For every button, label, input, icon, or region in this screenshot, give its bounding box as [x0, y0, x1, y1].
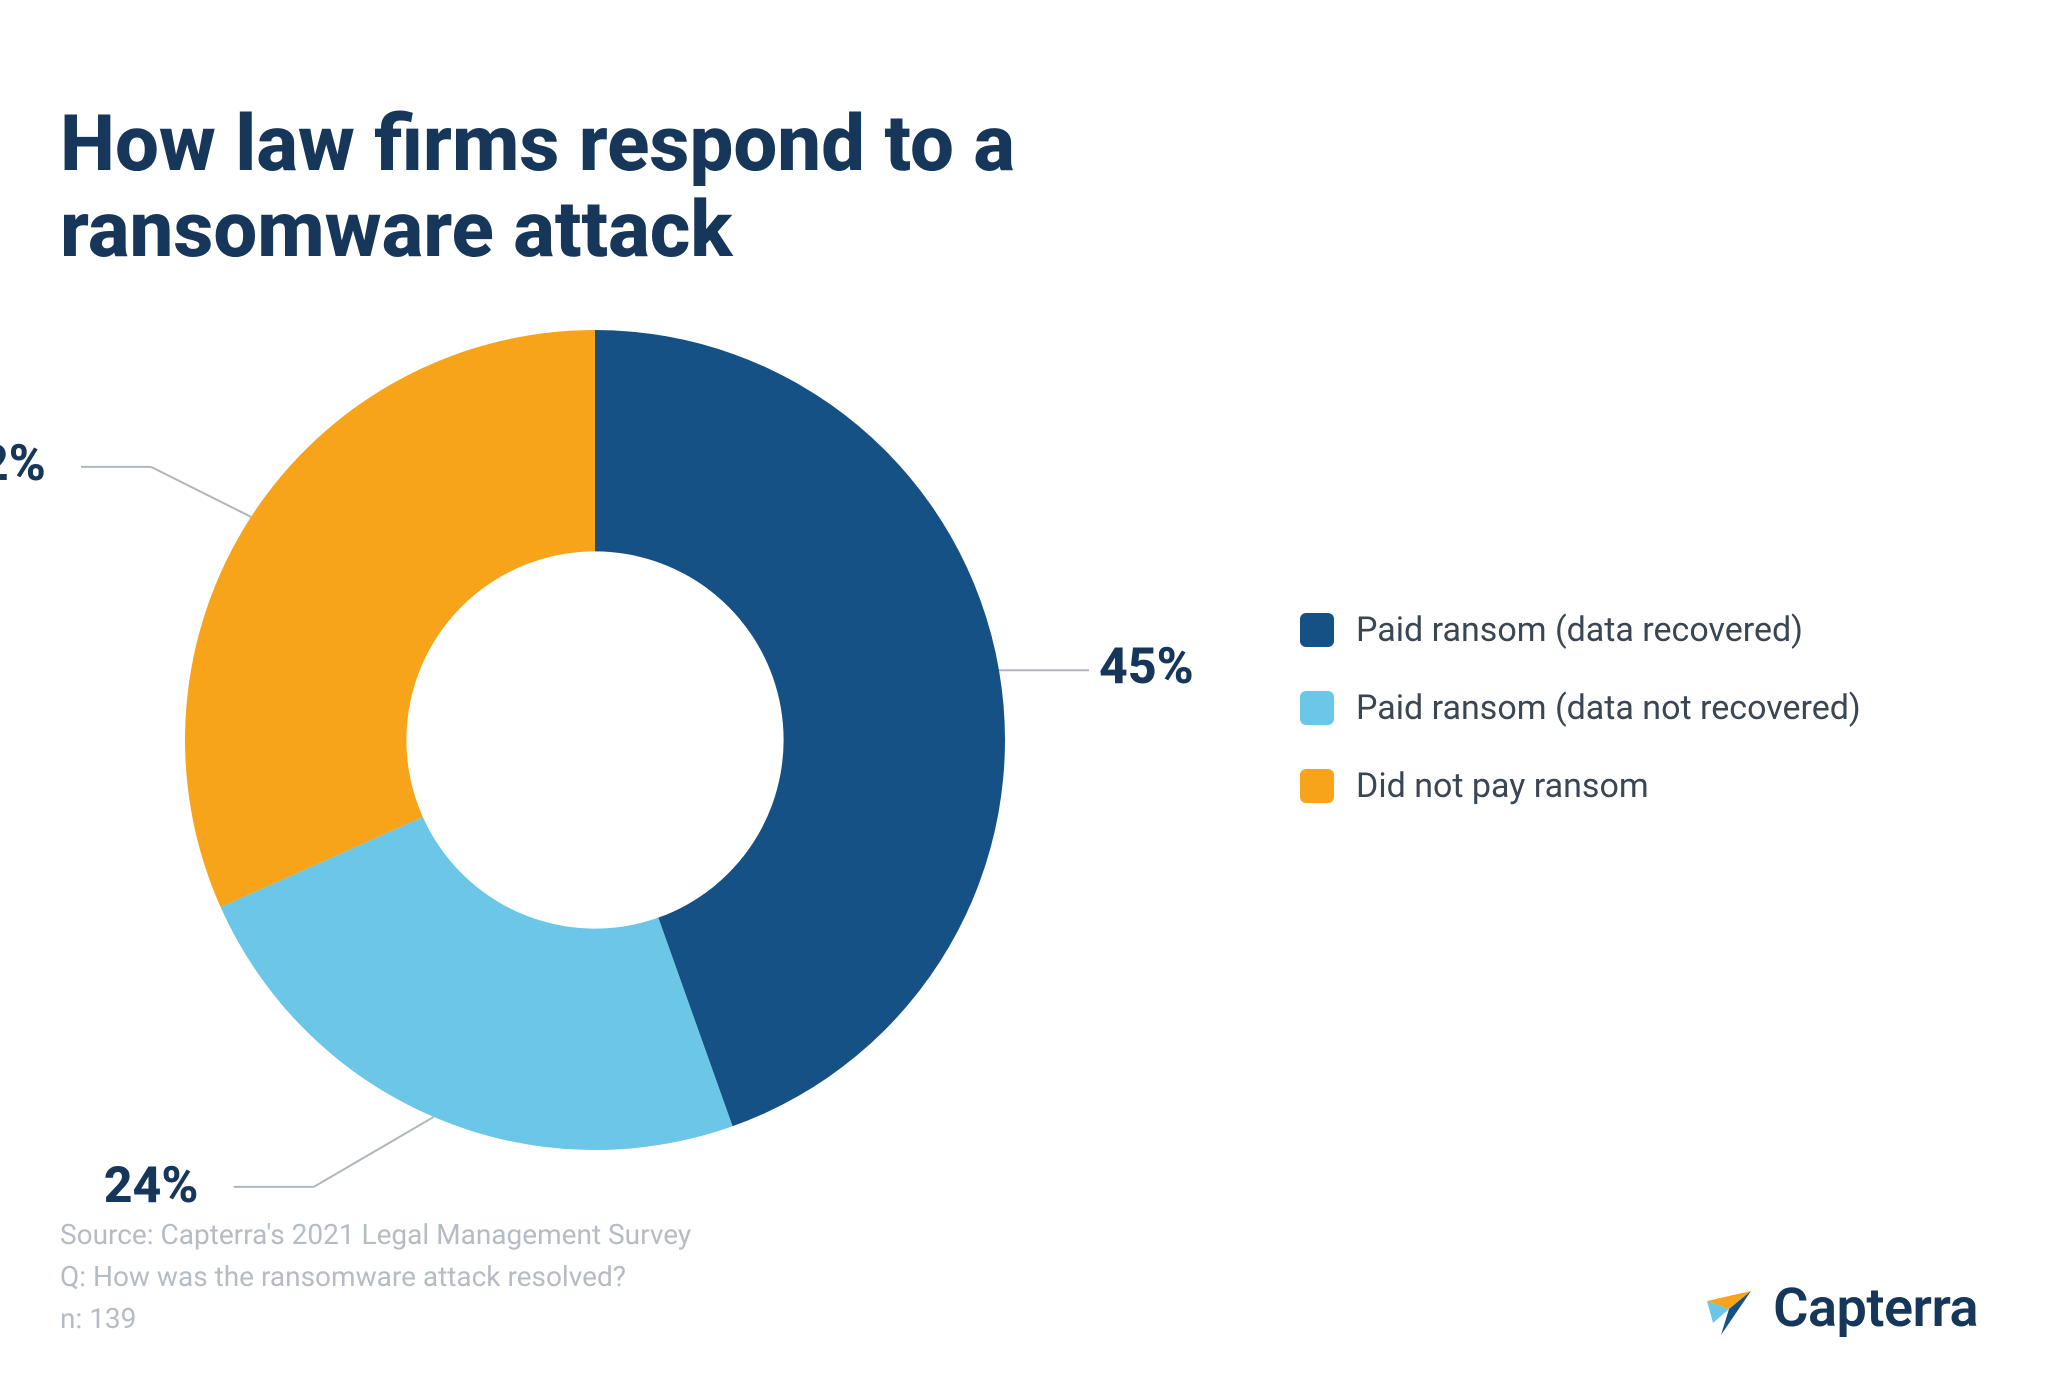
logo-mark-icon: [1699, 1279, 1759, 1339]
chart-title: How law firms respond to a ransomware at…: [60, 102, 1460, 274]
legend-label: Paid ransom (data not recovered): [1356, 688, 1861, 728]
logo-text: Capterra: [1773, 1277, 1978, 1340]
source-line-2: Q: How was the ransomware attack resolve…: [60, 1256, 691, 1298]
source-line-1: Source: Capterra's 2021 Legal Management…: [60, 1214, 691, 1256]
slice-percent-label: 32%: [0, 435, 46, 493]
legend-item: Paid ransom (data not recovered): [1300, 688, 1861, 728]
donut-slice: [185, 330, 595, 907]
brand-logo: Capterra: [1699, 1277, 1978, 1340]
donut-svg: [185, 330, 1005, 1150]
slice-percent-label: 45%: [1099, 638, 1194, 696]
legend-swatch: [1300, 691, 1334, 725]
chart-legend: Paid ransom (data recovered) Paid ransom …: [1300, 610, 1861, 806]
source-note: Source: Capterra's 2021 Legal Management…: [60, 1214, 691, 1340]
legend-swatch: [1300, 769, 1334, 803]
source-line-3: n: 139: [60, 1298, 691, 1340]
slice-percent-label: 24%: [104, 1157, 199, 1215]
legend-label: Paid ransom (data recovered): [1356, 610, 1803, 650]
legend-item: Paid ransom (data recovered): [1300, 610, 1861, 650]
donut-chart: 45%24%32%: [185, 330, 1005, 1150]
legend-swatch: [1300, 613, 1334, 647]
legend-item: Did not pay ransom: [1300, 766, 1861, 806]
legend-label: Did not pay ransom: [1356, 766, 1649, 806]
